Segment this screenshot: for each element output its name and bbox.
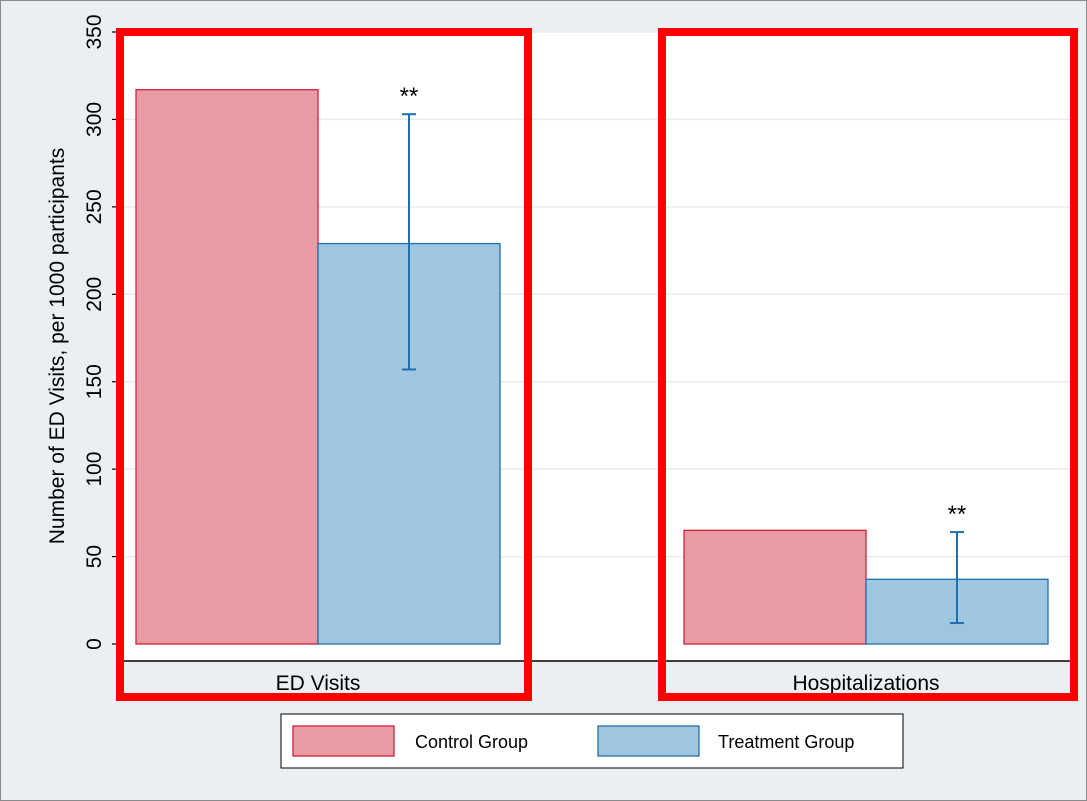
y-tick-label: 0 xyxy=(83,638,106,650)
bar-control xyxy=(683,529,867,645)
significance-annotation: ** xyxy=(400,83,419,110)
legend-swatch xyxy=(292,725,395,757)
y-tick-label: 50 xyxy=(83,545,106,568)
y-tick-label: 150 xyxy=(83,364,106,399)
y-axis-label: Number of ED Visits, per 1000 participan… xyxy=(46,148,69,544)
y-tick-label: 350 xyxy=(83,14,106,49)
highlight-boxes xyxy=(116,28,1078,701)
y-tick-label: 300 xyxy=(83,102,106,137)
y-tick-label: 250 xyxy=(83,189,106,224)
legend-swatch xyxy=(597,725,700,757)
bars: ** ** xyxy=(135,83,1049,645)
x-axis-labels: ED Visits Hospitalizations xyxy=(276,672,940,695)
x-category-label: Hospitalizations xyxy=(792,672,939,695)
bar-control xyxy=(135,89,319,645)
highlight-box xyxy=(658,28,1078,701)
legend-label: Control Group xyxy=(415,732,528,752)
y-tick-label: 100 xyxy=(83,452,106,487)
highlight-box xyxy=(116,28,532,701)
y-tick-label: 200 xyxy=(83,277,106,312)
significance-annotation: ** xyxy=(948,501,967,528)
x-category-label: ED Visits xyxy=(276,672,361,695)
legend: Control Group Treatment Group xyxy=(280,713,904,769)
legend-label: Treatment Group xyxy=(718,732,854,752)
y-axis-ticks: 0 50 100 150 200 250 300 350 xyxy=(83,14,119,650)
